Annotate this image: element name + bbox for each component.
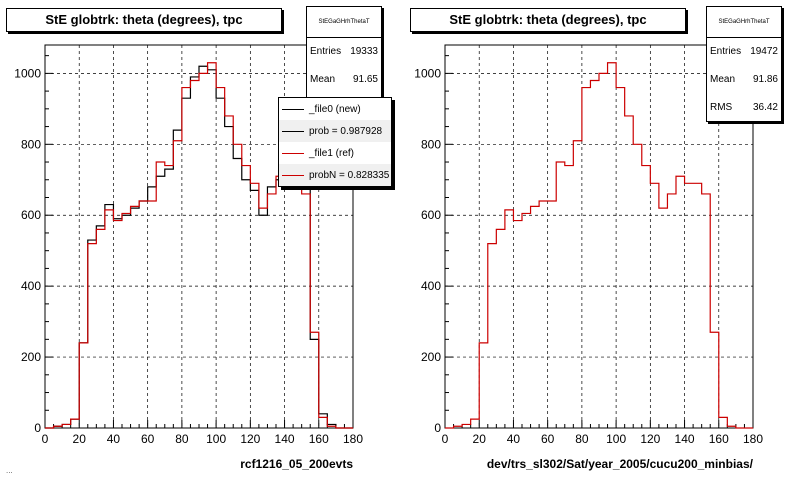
y-tick-label: 1000: [414, 66, 441, 80]
stats-label: Entries: [310, 46, 342, 57]
stats-value: 91.65: [352, 74, 378, 85]
y-tick-label: 600: [21, 208, 41, 222]
x-tick-label: 20: [473, 432, 487, 446]
x-axis-title: dev/trs_sl302/Sat/year_2005/cucu200_minb…: [487, 457, 754, 471]
right-plot-title: StE globtrk: theta (degrees), tpc: [410, 8, 686, 32]
x-tick-label: 100: [606, 432, 626, 446]
plot-panel-1: 0 20 40 60 80 100 120 140 160 180 0 200 400 600 800 100…: [414, 44, 763, 471]
y-tick-label: 0: [34, 421, 41, 435]
stats-label: Mean: [310, 74, 336, 85]
stats-label: RMS: [710, 102, 733, 113]
x-tick-label: 80: [175, 432, 189, 446]
stats-value: 36.42: [752, 102, 778, 113]
x-tick-label: 40: [507, 432, 521, 446]
left-legend: _file0 (new) prob = 0.987928 _file1 (ref…: [278, 97, 392, 187]
histogram-series-0: [445, 62, 753, 429]
stats-value: 91.86: [752, 74, 778, 85]
left-stats-row-mean: Mean 91.65: [307, 66, 381, 94]
x-tick-label: 0: [42, 432, 49, 446]
legend-swatch: [282, 174, 304, 176]
legend-swatch: [282, 130, 304, 132]
x-tick-label: 140: [275, 432, 295, 446]
y-tick-label: 600: [421, 208, 441, 222]
left-plot-title: StE globtrk: theta (degrees), tpc: [6, 8, 282, 32]
x-tick-label: 120: [640, 432, 660, 446]
right-stats-box: StEGaGHrhThetaT Entries 19472 Mean 91.86…: [706, 6, 782, 122]
x-tick-label: 80: [575, 432, 589, 446]
x-tick-label: 160: [309, 432, 329, 446]
right-stats-row-mean: Mean 91.86: [707, 66, 781, 94]
x-tick-label: 0: [442, 432, 449, 446]
x-tick-label: 160: [709, 432, 729, 446]
legend-entry: _file0 (new): [279, 98, 391, 120]
x-tick-label: 100: [206, 432, 226, 446]
legend-entry: prob = 0.987928: [279, 120, 391, 142]
footer-timestamp: ...: [6, 466, 13, 475]
y-tick-label: 200: [21, 350, 41, 364]
legend-label: prob = 0.987928: [309, 125, 383, 137]
x-tick-label: 60: [141, 432, 155, 446]
left-stats-header: StEGaGHrhThetaT: [307, 7, 381, 38]
right-title-text: StE globtrk: theta (degrees), tpc: [449, 12, 647, 27]
legend-label: _file0 (new): [309, 103, 361, 115]
x-tick-label: 20: [73, 432, 87, 446]
stats-label: Entries: [710, 46, 742, 57]
legend-label: _file1 (ref): [309, 147, 355, 159]
legend-entry: probN = 0.828335: [279, 164, 391, 186]
legend-entry: _file1 (ref): [279, 142, 391, 164]
x-axis-title: rcf1216_05_200evts: [240, 457, 353, 471]
legend-swatch: [282, 152, 304, 154]
x-tick-label: 180: [743, 432, 763, 446]
stats-value: 19333: [350, 46, 378, 57]
x-tick-label: 60: [541, 432, 555, 446]
x-tick-label: 120: [240, 432, 260, 446]
y-tick-label: 800: [421, 137, 441, 151]
left-title-text: StE globtrk: theta (degrees), tpc: [45, 12, 243, 27]
y-tick-label: 800: [21, 137, 41, 151]
right-stats-header: StEGaGHrhThetaT: [707, 7, 781, 38]
left-stats-row-entries: Entries 19333: [307, 38, 381, 66]
x-tick-label: 140: [675, 432, 695, 446]
stats-label: Mean: [710, 74, 736, 85]
y-tick-label: 0: [434, 421, 441, 435]
y-tick-label: 200: [421, 350, 441, 364]
legend-label: probN = 0.828335: [309, 169, 390, 181]
y-tick-label: 1000: [14, 66, 41, 80]
stats-value: 19472: [750, 46, 778, 57]
legend-swatch: [282, 108, 304, 110]
x-tick-label: 40: [107, 432, 121, 446]
x-tick-label: 180: [343, 432, 363, 446]
right-stats-row-entries: Entries 19472: [707, 38, 781, 66]
y-tick-label: 400: [21, 279, 41, 293]
right-stats-row-rms: RMS 36.42: [707, 94, 781, 122]
y-tick-label: 400: [421, 279, 441, 293]
